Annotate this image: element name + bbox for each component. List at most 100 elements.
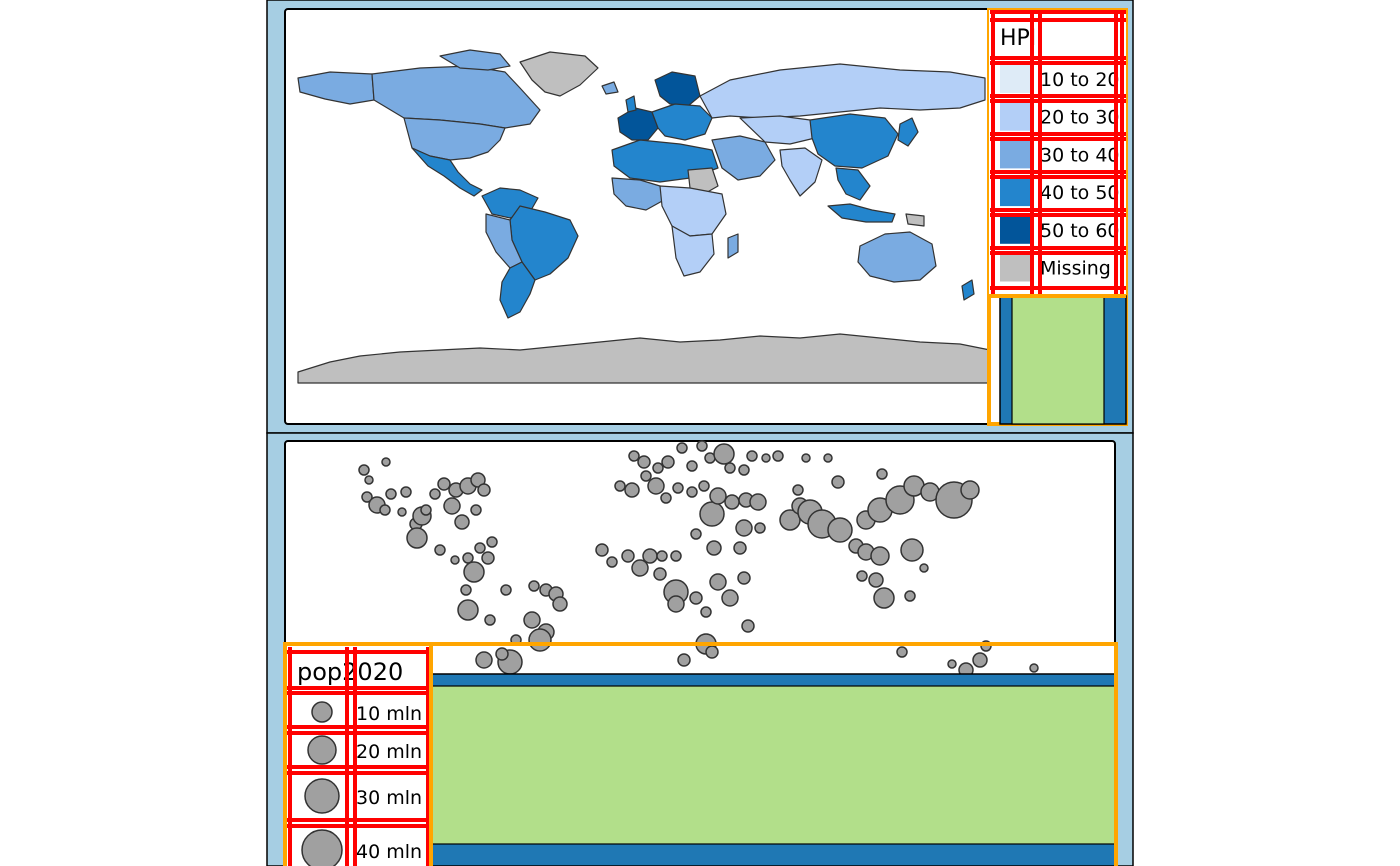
hpi-legend-swatch bbox=[1000, 138, 1030, 169]
population-bubble bbox=[385, 488, 397, 500]
country-new-zealand bbox=[961, 279, 975, 301]
population-bubble bbox=[672, 482, 684, 494]
population-bubble bbox=[379, 504, 391, 516]
country-madagascar bbox=[727, 233, 739, 259]
population-bubble bbox=[919, 563, 929, 573]
country-china bbox=[809, 113, 899, 169]
pop2020-legend-label: 40 mln bbox=[356, 841, 422, 863]
population-bubble bbox=[450, 555, 460, 565]
hpi-legend-label: 10 to 20 bbox=[1040, 69, 1120, 91]
population-bubble bbox=[667, 595, 685, 613]
population-bubble bbox=[721, 589, 739, 607]
population-bubble bbox=[429, 488, 441, 500]
population-bubble bbox=[733, 541, 747, 555]
population-bubble bbox=[621, 549, 635, 563]
population-bubble bbox=[420, 504, 432, 516]
population-bubble bbox=[653, 567, 667, 581]
world-choropleth bbox=[297, 49, 991, 384]
population-bubble bbox=[754, 522, 766, 534]
population-bubble bbox=[735, 519, 753, 537]
population-bubble bbox=[724, 494, 740, 510]
population-bubble bbox=[686, 460, 698, 472]
population-bubble bbox=[831, 475, 845, 489]
population-bubble bbox=[779, 509, 801, 531]
population-bubble bbox=[397, 507, 407, 517]
population-bubble bbox=[904, 590, 916, 602]
population-bubble bbox=[481, 551, 495, 565]
country-southeast-asia bbox=[835, 167, 871, 201]
population-bubble bbox=[637, 455, 651, 469]
hpi-legend-label: Missing bbox=[1040, 258, 1111, 280]
population-bubble bbox=[437, 477, 451, 491]
hpi-legend-swatch bbox=[1000, 176, 1030, 207]
population-bubble bbox=[400, 486, 412, 498]
population-bubble bbox=[677, 653, 691, 667]
country-argentina-chile bbox=[499, 261, 536, 319]
population-bubble bbox=[628, 450, 640, 462]
hpi-legend-swatch bbox=[1000, 213, 1030, 244]
hpi-legend-swatch bbox=[1000, 63, 1030, 93]
population-bubble bbox=[873, 587, 895, 609]
population-bubble bbox=[870, 546, 890, 566]
population-bubble bbox=[960, 480, 980, 500]
population-bubble bbox=[364, 475, 374, 485]
population-bubble bbox=[463, 561, 485, 583]
hpi-legend-spacer-inner bbox=[1011, 295, 1105, 425]
country-mexico bbox=[411, 147, 483, 197]
population-bubble bbox=[647, 477, 665, 495]
hpi-legend-swatch bbox=[1000, 100, 1030, 131]
population-bubble bbox=[484, 614, 496, 626]
population-bubble bbox=[381, 457, 391, 467]
population-bubble bbox=[552, 596, 568, 612]
country-middle-east bbox=[711, 135, 776, 181]
pop2020-legend: pop2020 10 mln 20 mln 30 mln 40 mln bbox=[283, 642, 1118, 866]
country-sudan-missing bbox=[687, 167, 719, 195]
pop2020-legend-bubble bbox=[307, 735, 337, 765]
country-australia bbox=[857, 231, 937, 283]
population-bubble bbox=[827, 517, 853, 543]
population-bubble bbox=[528, 628, 552, 652]
country-indonesia bbox=[827, 203, 896, 223]
population-bubble bbox=[746, 450, 758, 462]
population-bubble bbox=[690, 528, 702, 540]
population-bubble bbox=[699, 501, 725, 527]
population-bubble bbox=[737, 571, 751, 585]
population-bubble bbox=[656, 550, 668, 562]
population-bubble bbox=[738, 464, 750, 476]
population-bubble bbox=[475, 651, 493, 669]
population-bubble bbox=[652, 462, 664, 474]
population-bubble bbox=[823, 453, 833, 463]
population-bubble bbox=[528, 580, 540, 592]
pop2020-legend-bubble bbox=[301, 829, 343, 866]
population-bubble bbox=[900, 538, 924, 562]
population-bubble bbox=[686, 486, 698, 498]
population-bubble bbox=[705, 645, 719, 659]
population-bubble bbox=[896, 646, 908, 658]
population-bubble bbox=[661, 455, 675, 469]
population-bubble bbox=[660, 492, 672, 504]
population-bubble bbox=[698, 480, 710, 492]
population-bubble bbox=[676, 442, 688, 454]
population-bubble bbox=[868, 572, 884, 588]
population-bubble bbox=[801, 453, 811, 463]
population-bubble bbox=[772, 450, 784, 462]
hpi-legend-label: 50 to 60 bbox=[1040, 220, 1120, 242]
population-bubble bbox=[706, 540, 722, 556]
population-bubble bbox=[972, 652, 988, 668]
population-bubble bbox=[614, 480, 626, 492]
population-bubble bbox=[947, 659, 957, 669]
population-bubble bbox=[460, 584, 472, 596]
population-bubble bbox=[700, 606, 712, 618]
population-bubble bbox=[474, 542, 486, 554]
population-bubble bbox=[624, 482, 640, 498]
population-bubble bbox=[761, 453, 771, 463]
population-bubble bbox=[500, 584, 512, 596]
population-bubble bbox=[741, 619, 755, 633]
hpi-legend-label: 20 to 30 bbox=[1040, 107, 1120, 129]
population-bubble bbox=[792, 484, 804, 496]
population-bubble bbox=[470, 504, 482, 516]
population-bubble bbox=[358, 464, 370, 476]
population-bubble bbox=[406, 527, 428, 549]
